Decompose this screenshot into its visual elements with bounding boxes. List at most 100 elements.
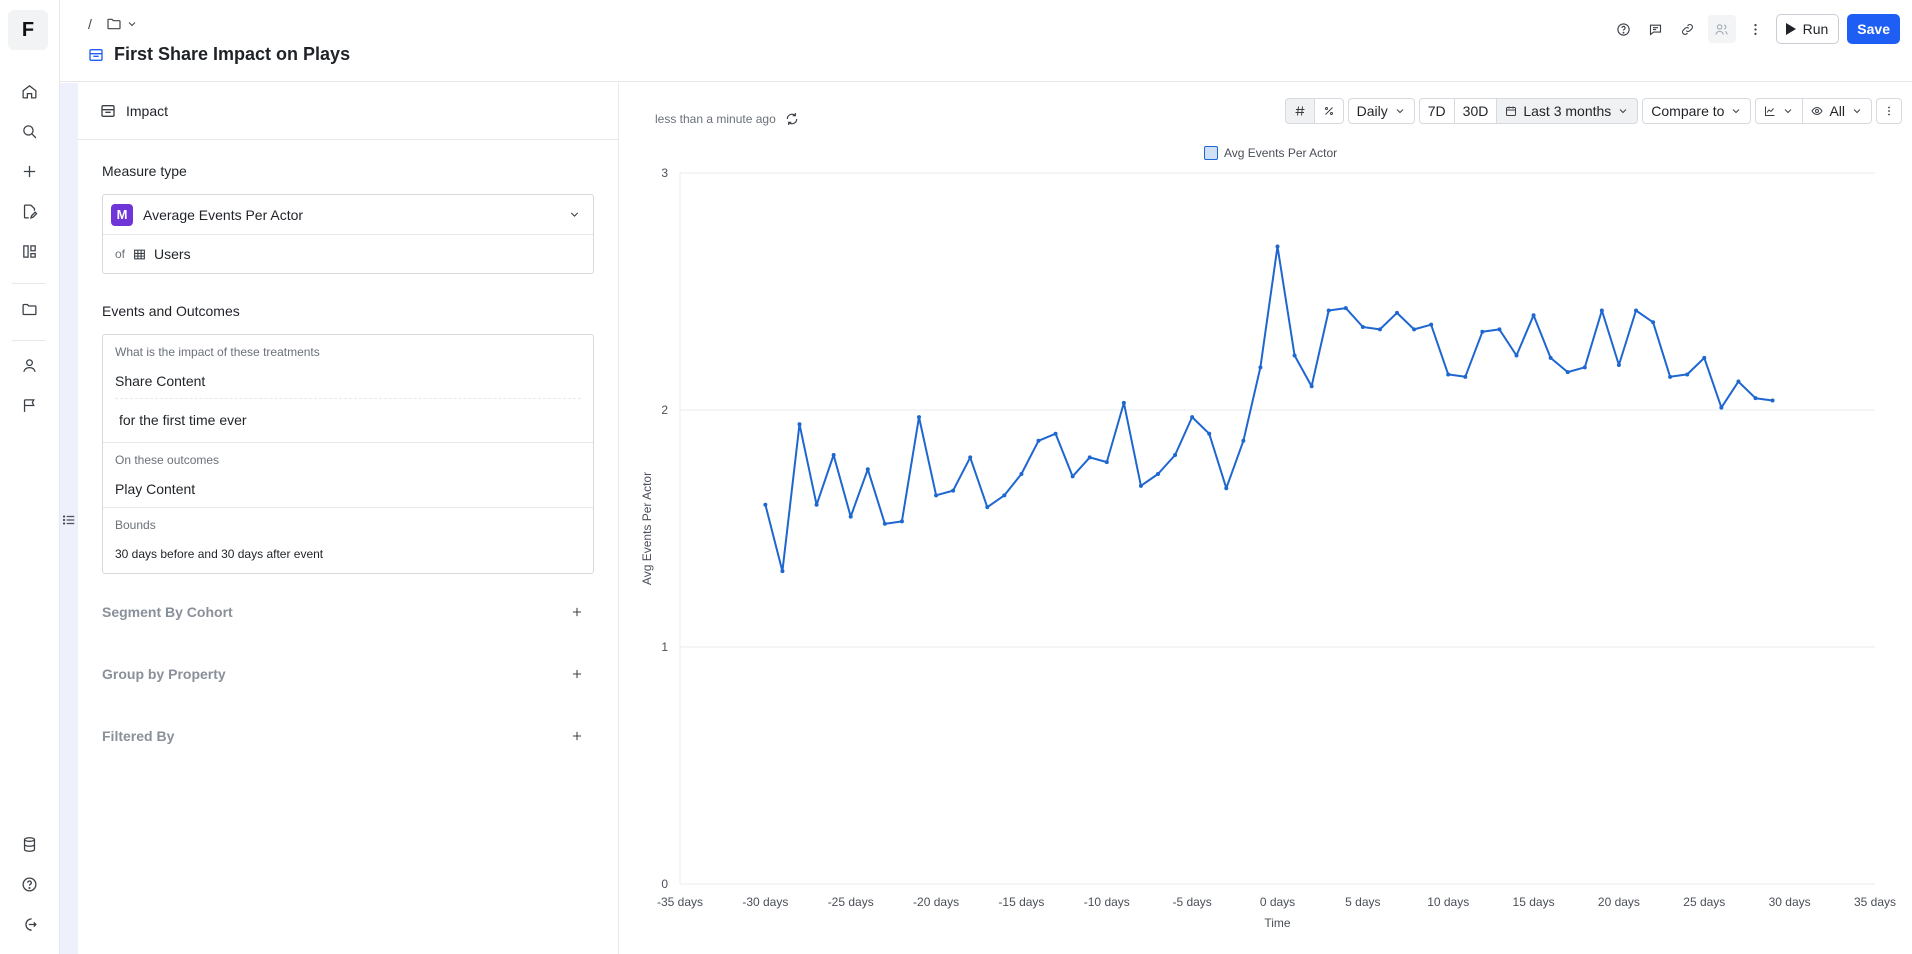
chevron-down-icon bbox=[128, 22, 136, 27]
section-divider bbox=[103, 442, 593, 443]
section-label: Segment By Cohort bbox=[102, 604, 233, 620]
segment-by-cohort-section[interactable]: Segment By Cohort bbox=[102, 600, 594, 624]
data-point bbox=[1548, 355, 1553, 360]
link-icon[interactable] bbox=[1676, 17, 1700, 41]
x-tick-label: 25 days bbox=[1683, 895, 1725, 909]
data-point bbox=[1275, 244, 1280, 249]
save-button[interactable]: Save bbox=[1847, 14, 1900, 44]
chevron-down-icon bbox=[1785, 109, 1792, 114]
data-point bbox=[1326, 308, 1331, 313]
list-icon[interactable] bbox=[62, 513, 76, 527]
page-title[interactable]: First Share Impact on Plays bbox=[114, 44, 351, 64]
events-outcomes-card: What is the impact of these treatments S… bbox=[102, 334, 594, 574]
more-vertical-icon[interactable] bbox=[1744, 17, 1768, 41]
measure-type-title: Measure type bbox=[102, 163, 187, 179]
search-icon[interactable] bbox=[18, 120, 40, 142]
chart-more-button[interactable] bbox=[1876, 98, 1902, 124]
chart-legend[interactable]: Avg Events Per Actor bbox=[1204, 146, 1337, 160]
data-point bbox=[1173, 453, 1178, 458]
data-point bbox=[1753, 396, 1758, 401]
app-logo[interactable]: F bbox=[8, 10, 48, 50]
data-point bbox=[1241, 438, 1246, 443]
data-point bbox=[1668, 374, 1673, 379]
data-point bbox=[1565, 370, 1570, 375]
data-point bbox=[1087, 455, 1092, 460]
data-point bbox=[1190, 415, 1195, 420]
treatment-filter[interactable]: for the first time ever bbox=[119, 412, 247, 428]
help-icon[interactable] bbox=[18, 873, 40, 895]
visibility-select[interactable]: All bbox=[1802, 98, 1872, 124]
data-point bbox=[1053, 431, 1058, 436]
chart-type-select[interactable] bbox=[1755, 98, 1804, 124]
last-updated: less than a minute ago bbox=[655, 111, 800, 127]
data-point bbox=[814, 502, 819, 507]
flag-icon[interactable] bbox=[18, 394, 40, 416]
entity-value: Users bbox=[154, 246, 191, 262]
header-actions: Run Save bbox=[1612, 14, 1900, 44]
data-point bbox=[1702, 355, 1707, 360]
run-button[interactable]: Run bbox=[1775, 14, 1840, 44]
range-7d-button[interactable]: 7D bbox=[1418, 98, 1455, 124]
edit-document-icon[interactable] bbox=[18, 200, 40, 222]
logout-icon[interactable] bbox=[18, 913, 40, 935]
measure-badge: M bbox=[111, 203, 133, 226]
data-point bbox=[1343, 306, 1348, 311]
y-tick-label: 0 bbox=[661, 877, 668, 891]
treatment-event[interactable]: Share Content bbox=[115, 373, 206, 389]
data-point bbox=[1121, 400, 1126, 405]
data-point bbox=[780, 569, 785, 574]
data-point bbox=[968, 455, 973, 460]
filtered-by-section[interactable]: Filtered By bbox=[102, 724, 594, 748]
plus-icon[interactable] bbox=[18, 160, 40, 182]
folder-icon[interactable] bbox=[18, 298, 40, 320]
line-chart-icon bbox=[1765, 106, 1775, 116]
data-point bbox=[1258, 365, 1263, 370]
chevron-down-icon bbox=[1733, 109, 1740, 114]
outcome-event[interactable]: Play Content bbox=[115, 481, 196, 497]
chevron-down-icon bbox=[570, 212, 579, 217]
granularity-select[interactable]: Daily bbox=[1347, 98, 1415, 124]
data-point bbox=[1480, 329, 1485, 334]
entity-select[interactable]: of Users bbox=[103, 235, 593, 273]
date-range-select[interactable]: Last 3 months bbox=[1496, 98, 1639, 124]
treatment-divider bbox=[115, 398, 581, 399]
query-config-panel: Impact Measure type M Average Events Per… bbox=[78, 83, 619, 954]
percent-values-toggle[interactable] bbox=[1313, 98, 1344, 124]
bounds-value[interactable]: 30 days before and 30 days after event bbox=[115, 547, 324, 561]
data-point bbox=[1429, 322, 1434, 327]
chevron-down-icon bbox=[1619, 109, 1627, 114]
data-point bbox=[1070, 474, 1075, 479]
database-icon[interactable] bbox=[18, 833, 40, 855]
plus-icon[interactable] bbox=[570, 729, 584, 743]
absolute-values-toggle[interactable] bbox=[1284, 98, 1315, 124]
data-point bbox=[1770, 398, 1775, 403]
date-range-value: Last 3 months bbox=[1523, 103, 1612, 119]
x-axis-label: Time bbox=[1264, 916, 1291, 930]
value-mode-toggle bbox=[1284, 98, 1344, 124]
data-point bbox=[797, 422, 802, 427]
breadcrumb-separator: / bbox=[88, 16, 92, 32]
comment-icon[interactable] bbox=[1644, 17, 1668, 41]
compare-to-select[interactable]: Compare to bbox=[1642, 98, 1752, 124]
plus-icon[interactable] bbox=[570, 667, 584, 681]
group-by-property-section[interactable]: Group by Property bbox=[102, 662, 594, 686]
share-users-icon[interactable] bbox=[1707, 15, 1736, 43]
plus-icon[interactable] bbox=[570, 605, 584, 619]
user-icon[interactable] bbox=[18, 354, 40, 376]
help-icon[interactable] bbox=[1612, 17, 1636, 41]
measure-type-select[interactable]: M Average Events Per Actor bbox=[103, 195, 593, 235]
granularity-value: Daily bbox=[1356, 103, 1388, 119]
data-point bbox=[831, 453, 836, 458]
home-icon[interactable] bbox=[18, 80, 40, 102]
line-chart[interactable]: 0 1 2 3 -35 days -30 days -25 days -20 days -15 … bbox=[620, 83, 1912, 954]
bounds-label: Bounds bbox=[115, 518, 156, 532]
data-point bbox=[1309, 384, 1314, 389]
refresh-icon[interactable] bbox=[784, 111, 800, 127]
folder-picker[interactable] bbox=[106, 16, 138, 32]
panel-toggle-strip[interactable] bbox=[60, 83, 78, 954]
impact-icon bbox=[101, 105, 115, 117]
experiments-icon[interactable] bbox=[18, 240, 40, 262]
data-point bbox=[934, 493, 939, 498]
x-tick-label: 30 days bbox=[1769, 895, 1811, 909]
range-30d-button[interactable]: 30D bbox=[1453, 98, 1498, 124]
